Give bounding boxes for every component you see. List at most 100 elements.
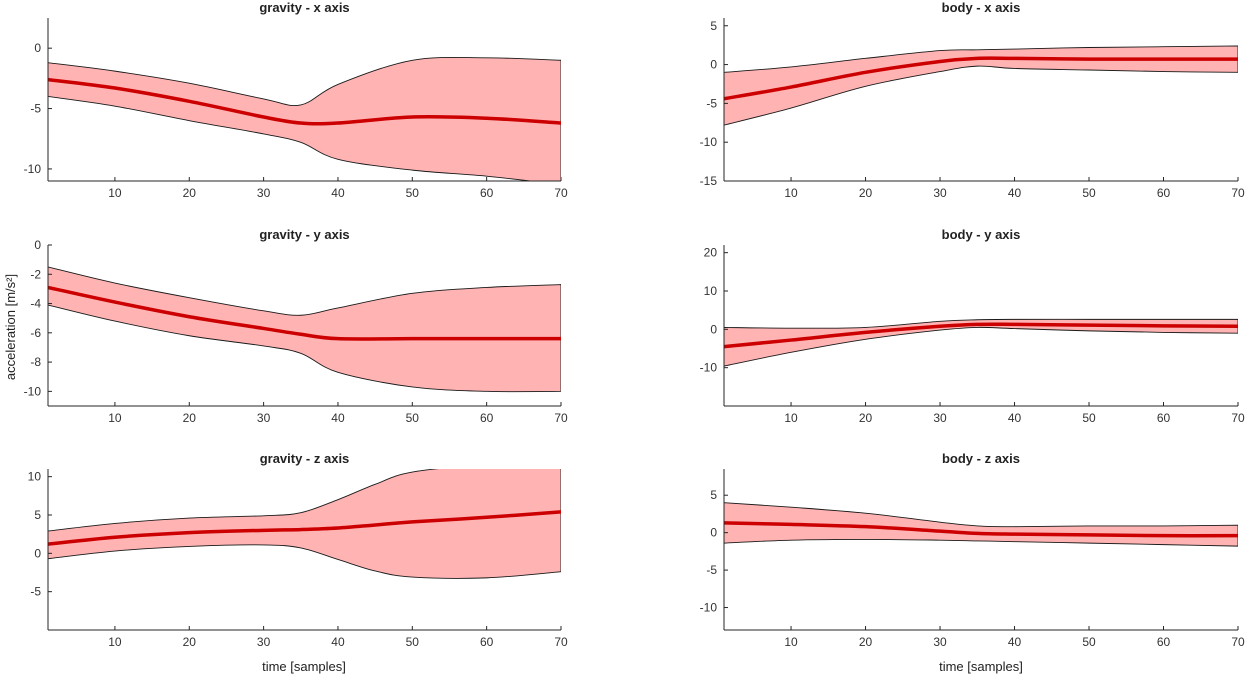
plot-area-gravity-z: [48, 469, 561, 579]
panel-gravity-y: 10 20 30 40 50 60 70 -10 -8 -6 -4 -2 0 gravity - y ax…: [24, 227, 568, 425]
chart-title: gravity - y axis: [259, 227, 349, 242]
x-tick-label: 70: [1231, 635, 1245, 649]
confidence-band: [48, 266, 561, 393]
x-axis-label-right: time [samples]: [939, 659, 1023, 674]
y-tick-label: 0: [34, 41, 41, 55]
confidence-band: [724, 45, 1238, 126]
panel-body-y: 10 20 30 40 50 60 70 -10 0 10 20 body - y axis: [700, 227, 1245, 425]
x-tick-label: 40: [1008, 186, 1022, 200]
x-tick-label: 30: [257, 411, 271, 425]
confidence-band: [724, 318, 1238, 367]
x-tick-label: 60: [480, 635, 494, 649]
y-tick-label: -15: [700, 174, 718, 188]
x-tick-label: 50: [1082, 635, 1096, 649]
mean-line: [48, 77, 561, 126]
x-tick-label: 10: [108, 411, 122, 425]
y-tick-label: -5: [706, 563, 717, 577]
x-tick-label: 70: [554, 635, 568, 649]
x-tick-label: 50: [1082, 186, 1096, 200]
confidence-band: [48, 56, 561, 181]
panel-gravity-z: 10 20 30 40 50 60 70 -5 0 5 10 gravity - z axis: [28, 451, 568, 649]
mean-line: [724, 56, 1238, 101]
plot-area-gravity-x: [48, 56, 561, 181]
x-tick-label: 30: [257, 186, 271, 200]
y-tick-label: 20: [704, 246, 718, 260]
y-tick-label: 10: [28, 470, 42, 484]
plot-area-body-z: [724, 502, 1238, 547]
x-tick-label: 40: [1008, 411, 1022, 425]
y-tick-label: -10: [700, 135, 718, 149]
chart-title: gravity - z axis: [260, 451, 350, 466]
x-tick-label: 70: [1231, 186, 1245, 200]
mean-line: [724, 322, 1238, 349]
chart-title: gravity - x axis: [259, 0, 349, 15]
x-tick-label: 30: [933, 635, 947, 649]
panel-gravity-x: 10 20 30 40 50 60 70 -10 -5 0 gravity - x axis: [24, 0, 568, 200]
y-tick-label: -10: [24, 384, 42, 398]
x-tick-label: 60: [480, 186, 494, 200]
y-tick-label: 5: [710, 488, 717, 502]
x-tick-label: 60: [1157, 186, 1171, 200]
y-tick-label: -5: [30, 102, 41, 116]
x-tick-label: 10: [784, 635, 798, 649]
x-tick-label: 40: [331, 411, 345, 425]
x-tick-label: 10: [784, 186, 798, 200]
chart-title: body - z axis: [942, 451, 1020, 466]
x-tick-label: 20: [183, 411, 197, 425]
x-tick-label: 30: [933, 411, 947, 425]
y-tick-label: 5: [710, 19, 717, 33]
y-tick-label: -2: [30, 267, 41, 281]
plot-area-gravity-y: [48, 266, 561, 393]
plot-area-body-y: [724, 318, 1238, 367]
chart-title: body - x axis: [942, 0, 1021, 15]
y-tick-label: 0: [710, 526, 717, 540]
y-tick-label: 0: [34, 546, 41, 560]
chart-title: body - y axis: [942, 227, 1021, 242]
x-tick-label: 10: [108, 186, 122, 200]
y-tick-label: -6: [30, 326, 41, 340]
x-tick-label: 20: [859, 635, 873, 649]
y-tick-label: 5: [34, 508, 41, 522]
x-tick-label: 70: [554, 411, 568, 425]
panel-body-z: 10 20 30 40 50 60 70 -10 -5 0 5 body - z axis: [700, 451, 1245, 649]
y-tick-label: 0: [710, 58, 717, 72]
x-tick-label: 40: [331, 186, 345, 200]
y-axis-label: acceleration [m/s²]: [3, 274, 18, 380]
x-tick-label: 50: [406, 411, 420, 425]
panel-body-x: 10 20 30 40 50 60 70 -15 -10 -5 0 5 body - x axis: [700, 0, 1245, 200]
x-tick-label: 30: [933, 186, 947, 200]
x-tick-label: 10: [784, 411, 798, 425]
y-tick-label: 10: [704, 284, 718, 298]
x-tick-label: 60: [1157, 635, 1171, 649]
x-tick-label: 40: [331, 635, 345, 649]
x-axis-label-left: time [samples]: [262, 659, 346, 674]
x-tick-label: 20: [859, 186, 873, 200]
mean-line: [48, 285, 561, 341]
y-tick-label: 0: [710, 322, 717, 336]
x-tick-label: 10: [108, 635, 122, 649]
y-tick-label: -5: [30, 585, 41, 599]
x-tick-label: 50: [1082, 411, 1096, 425]
x-tick-label: 20: [859, 411, 873, 425]
mean-line: [48, 510, 561, 546]
x-tick-label: 20: [183, 186, 197, 200]
y-tick-label: -10: [700, 361, 718, 375]
x-tick-label: 70: [1231, 411, 1245, 425]
x-tick-label: 50: [406, 635, 420, 649]
x-tick-label: 40: [1008, 635, 1022, 649]
y-tick-label: -10: [24, 162, 42, 176]
y-tick-label: -4: [30, 297, 41, 311]
plot-area-body-x: [724, 45, 1238, 126]
y-tick-label: -5: [706, 96, 717, 110]
x-tick-label: 20: [183, 635, 197, 649]
y-tick-label: 0: [34, 238, 41, 252]
y-tick-label: -10: [700, 601, 718, 615]
x-tick-label: 30: [257, 635, 271, 649]
x-tick-label: 60: [1157, 411, 1171, 425]
x-tick-label: 60: [480, 411, 494, 425]
x-tick-label: 70: [554, 186, 568, 200]
mean-line: [724, 521, 1238, 538]
y-tick-label: -8: [30, 355, 41, 369]
confidence-band: [48, 469, 561, 579]
